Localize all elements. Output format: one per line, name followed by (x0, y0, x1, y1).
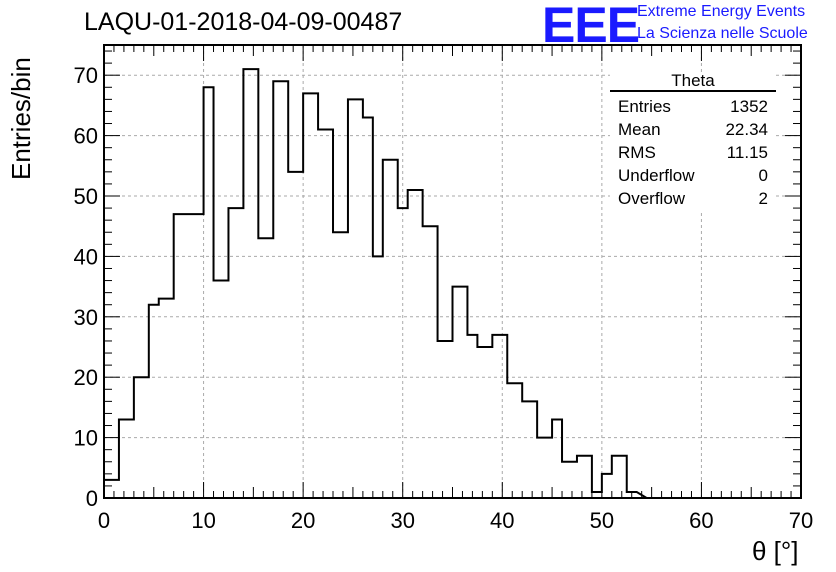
histogram-bins (104, 69, 637, 498)
histogram-bin (453, 287, 468, 498)
x-axis-label: θ [°] (752, 536, 799, 566)
stats-label: RMS (618, 143, 656, 162)
histogram-bin (423, 226, 438, 498)
histogram-bin (577, 456, 592, 498)
stats-row-entries: Entries 1352 (610, 95, 776, 118)
histogram-bin (438, 341, 453, 498)
histogram-bin (552, 419, 562, 498)
y-axis-label: Entries/bin (6, 57, 36, 180)
stats-value: 22.34 (725, 120, 768, 139)
y-tick-labels: 0 10 20 30 40 50 60 70 (74, 63, 98, 511)
histogram-bin (273, 81, 288, 498)
histogram-bin (612, 456, 627, 498)
x-tick-label: 0 (98, 508, 110, 533)
histogram-bin (348, 99, 363, 498)
histogram-bin (104, 480, 119, 498)
histogram-bin (204, 87, 214, 498)
y-tick-label: 30 (74, 305, 98, 330)
logo-text-line2: La Scienza nelle Scuole (637, 25, 808, 42)
stats-row-underflow: Underflow 0 (610, 164, 776, 187)
logo-text-line1: Extreme Energy Events (637, 3, 806, 20)
histogram-bin (467, 335, 477, 498)
histogram-bin (318, 130, 333, 498)
x-tick-label: 50 (590, 508, 614, 533)
histogram-bin (159, 299, 174, 498)
histogram-outline (103, 68, 648, 499)
histogram-bin (119, 419, 134, 498)
y-tick-label: 60 (74, 124, 98, 149)
histogram-bin (522, 401, 537, 498)
histogram-bin (562, 462, 577, 498)
stats-title: Theta (610, 72, 776, 92)
x-tick-label: 10 (191, 508, 215, 533)
eee-logo: EEE (542, 0, 640, 53)
stats-label: Mean (618, 120, 661, 139)
stats-row-mean: Mean 22.34 (610, 118, 776, 141)
x-tick-labels: 0 10 20 30 40 50 60 70 (98, 508, 813, 533)
histogram-bin (243, 69, 258, 498)
chart-title: LAQU-01-2018-04-09-00487 (84, 8, 403, 36)
histogram-bin (537, 438, 552, 498)
axis-ticks (103, 45, 802, 499)
x-tick-label: 60 (689, 508, 713, 533)
stats-value: 0 (758, 166, 768, 185)
histogram-bin (477, 347, 492, 498)
y-tick-label: 70 (74, 63, 98, 88)
stats-label: Overflow (618, 189, 686, 208)
y-tick-label: 0 (86, 486, 98, 511)
x-tick-label: 70 (789, 508, 813, 533)
stats-value: 1352 (730, 97, 768, 116)
histogram-bin (258, 238, 273, 498)
histogram-bin (383, 160, 398, 498)
histogram-bin (288, 172, 303, 498)
histogram-bin (602, 474, 612, 498)
stats-label: Entries (618, 97, 671, 116)
stats-value: 2 (758, 189, 768, 208)
histogram-bin (507, 383, 522, 498)
stats-row-overflow: Overflow 2 (610, 187, 776, 210)
histogram-bin (228, 208, 243, 498)
y-tick-label: 50 (74, 184, 98, 209)
y-tick-label: 10 (74, 426, 98, 451)
stats-value: 11.15 (726, 143, 768, 162)
stats-label: Underflow (618, 166, 695, 185)
histogram-bin (333, 232, 348, 498)
histogram-bin (363, 117, 373, 498)
x-tick-label: 20 (291, 508, 315, 533)
stats-row-rms: RMS 11.15 (610, 141, 776, 164)
x-tick-label: 40 (490, 508, 514, 533)
histogram-bin (149, 305, 159, 498)
y-tick-label: 40 (74, 244, 98, 269)
x-tick-label: 30 (390, 508, 414, 533)
histogram-bin (492, 335, 507, 498)
histogram-bin (214, 281, 229, 498)
histogram-bin (408, 190, 423, 498)
stats-box: Theta Entries 1352 Mean 22.34 RMS 11.15 … (610, 72, 776, 210)
y-tick-label: 20 (74, 365, 98, 390)
